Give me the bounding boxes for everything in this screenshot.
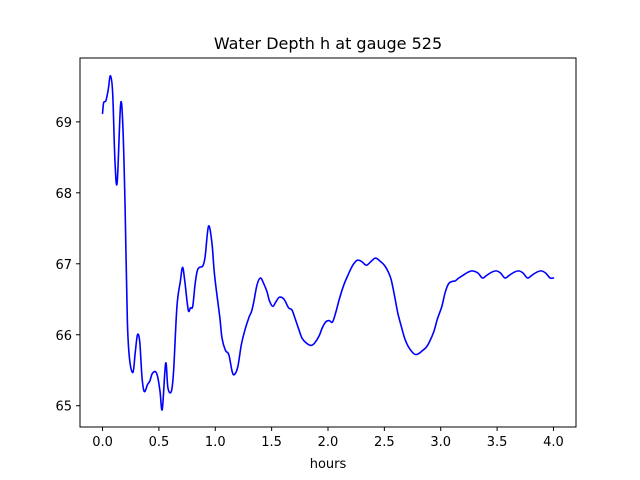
x-axis: 0.0 0.5 1.0 1.5 2.0 2.5 3.0 3.5 4.0 bbox=[92, 427, 564, 450]
y-tick-label: 65 bbox=[55, 400, 72, 415]
y-tick-label: 66 bbox=[55, 329, 72, 344]
x-tick-label: 0.0 bbox=[92, 435, 113, 450]
x-axis-label: hours bbox=[310, 457, 347, 472]
chart-title: Water Depth h at gauge 525 bbox=[214, 34, 442, 53]
x-tick-label: 0.5 bbox=[149, 435, 170, 450]
x-tick-label: 2.5 bbox=[374, 435, 395, 450]
x-tick-label: 3.5 bbox=[487, 435, 508, 450]
x-tick-label: 1.5 bbox=[261, 435, 282, 450]
x-tick-label: 1.0 bbox=[205, 435, 226, 450]
series-layer bbox=[101, 74, 555, 411]
series-line-0 bbox=[101, 74, 555, 411]
x-tick-label: 2.0 bbox=[318, 435, 339, 450]
x-tick-label: 3.0 bbox=[430, 435, 451, 450]
y-axis: 65 66 67 68 69 bbox=[55, 116, 80, 415]
x-tick-label: 4.0 bbox=[543, 435, 564, 450]
y-tick-label: 67 bbox=[55, 258, 72, 273]
y-tick-label: 68 bbox=[55, 187, 72, 202]
y-tick-label: 69 bbox=[55, 116, 72, 131]
